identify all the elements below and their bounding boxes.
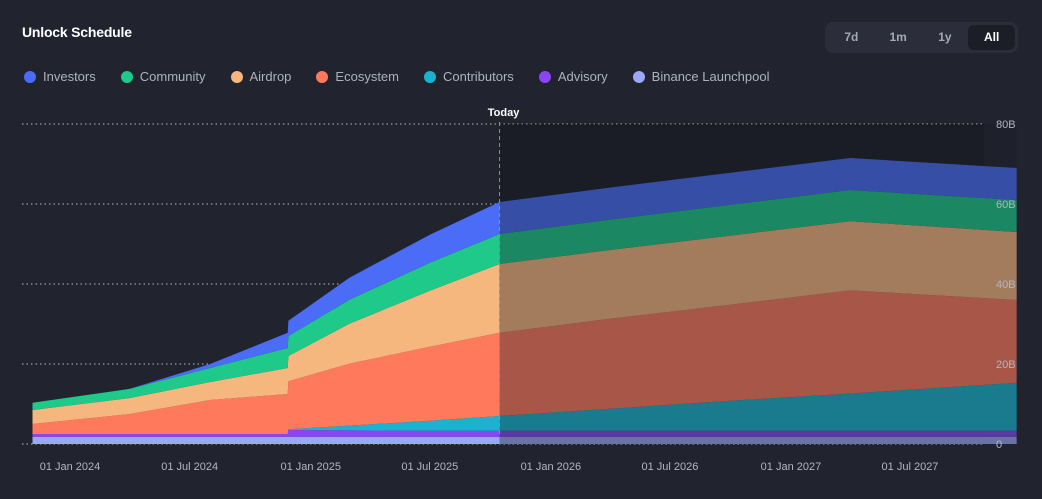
y-tick-label: 80B [996,119,1016,131]
x-tick-label: 01 Jul 2027 [882,461,939,473]
y-tick-label: 0 [996,439,1002,451]
future-region-shade [499,124,1017,444]
legend-item-airdrop[interactable]: Airdrop [230,69,292,84]
legend-label: Airdrop [249,69,292,84]
legend-label: Ecosystem [335,69,399,84]
legend-label: Investors [43,69,96,84]
time-range-selector: 7d 1m 1y All [825,22,1018,53]
range-button-7d[interactable]: 7d [844,30,859,44]
legend-dot-icon [632,70,645,83]
y-tick-label: 40B [996,279,1016,291]
area-investors[interactable] [32,158,1017,403]
x-tick-label: 01 Jul 2026 [641,461,698,473]
x-tick-label: 01 Jan 2025 [280,461,341,473]
chart-title: Unlock Schedule [22,24,132,40]
legend-label: Binance Launchpool [651,69,770,84]
area-ecosystem[interactable] [32,290,1017,434]
range-button-1y[interactable]: 1y [938,30,952,44]
legend-label: Community [139,69,206,84]
legend-item-ecosystem[interactable]: Ecosystem [316,69,399,84]
x-tick-label: 01 Jul 2025 [401,461,458,473]
y-tick-label: 20B [996,359,1016,371]
stacked-areas [32,158,1017,444]
today-marker-label: Today [488,107,520,119]
area-binance-launchpool[interactable] [32,436,1017,444]
y-tick-label: 60B [996,199,1016,211]
area-advisory[interactable] [32,430,1017,437]
x-axis-ticks: 01 Jan 2024 01 Jul 2024 01 Jan 2025 01 Jul … [40,461,939,473]
legend-dot-icon [424,70,436,83]
area-community[interactable] [32,190,1017,410]
legend-item-investors[interactable]: Investors [24,69,96,84]
legend-item-binance-launchpool[interactable]: Binance Launchpool [632,69,770,84]
x-tick-label: 01 Jul 2024 [161,461,218,473]
area-contributors[interactable] [32,382,1017,434]
x-tick-label: 01 Jan 2027 [761,461,822,473]
range-button-all[interactable]: All [968,25,1015,50]
range-button-1m[interactable]: 1m [889,30,907,44]
legend-dot-icon [230,70,243,83]
legend-item-community[interactable]: Community [120,69,206,84]
legend-dot-icon [538,70,551,83]
legend-dot-icon [120,70,133,83]
y-axis-ticks: 0 20B 40B 60B 80B [996,119,1016,451]
legend-dot-icon [316,70,329,83]
legend-label: Advisory [557,69,608,84]
x-tick-label: 01 Jan 2026 [521,461,582,473]
x-tick-label: 01 Jan 2024 [40,461,101,473]
legend-item-advisory[interactable]: Advisory [538,69,608,84]
legend-item-contributors[interactable]: Contributors [424,69,514,84]
legend-dot-icon [24,70,36,83]
chart-legend: Investors Community Airdrop Ecosystem Co… [24,69,795,84]
area-airdrop[interactable] [32,221,1017,424]
legend-label: Contributors [443,69,514,84]
